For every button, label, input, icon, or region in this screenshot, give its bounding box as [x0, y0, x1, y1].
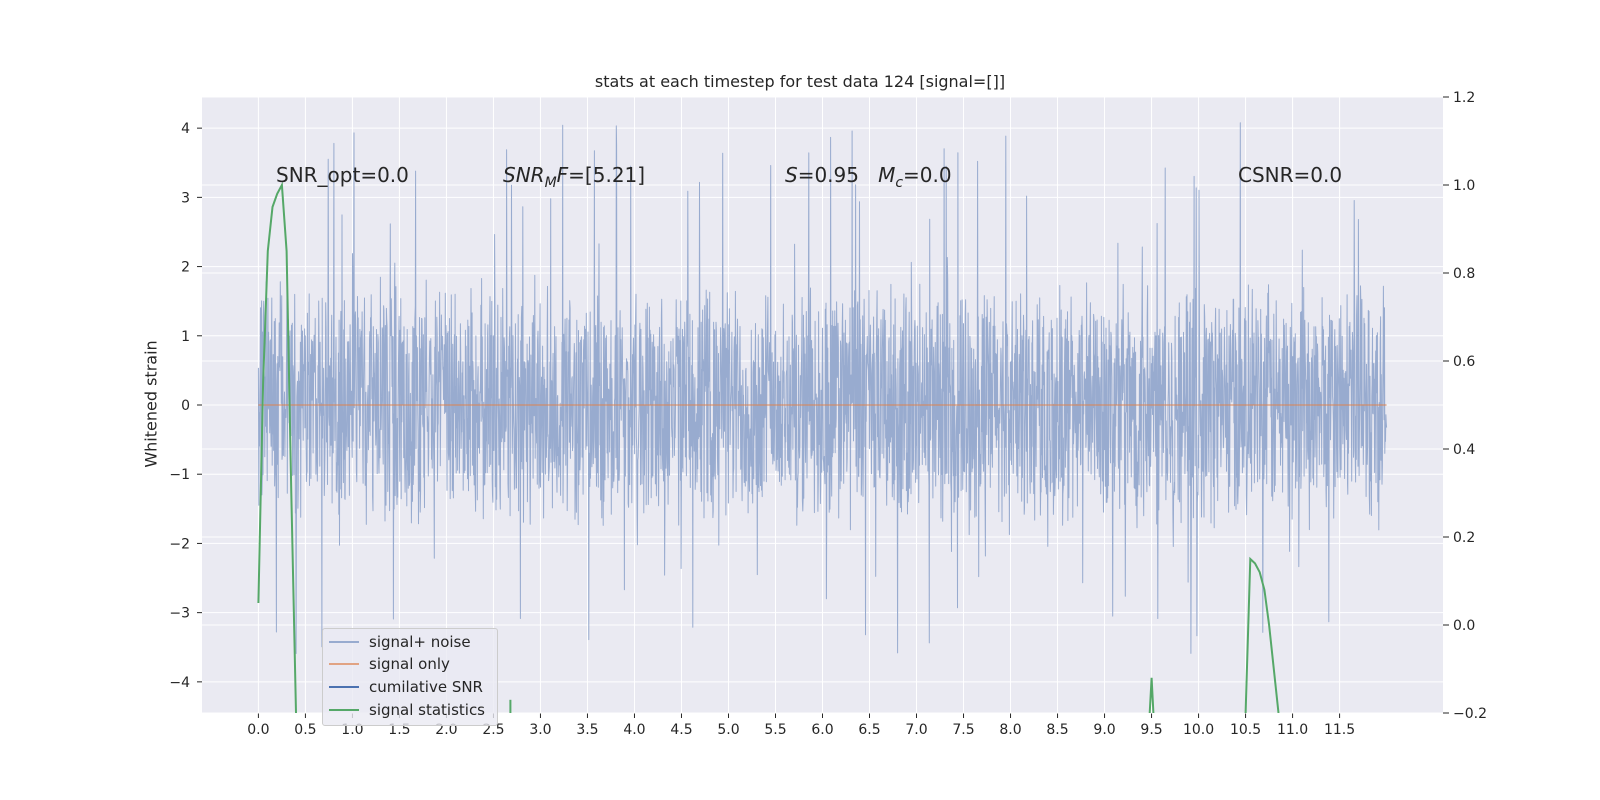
y-tick-label: −1	[169, 467, 190, 483]
legend-item-signal-only: signal only	[329, 654, 450, 674]
y-tick-label: 3	[181, 190, 190, 206]
y-tick-label: −2	[169, 536, 190, 552]
x-tick-label: 6.0	[811, 722, 833, 738]
y-tick-label: −3	[169, 606, 190, 622]
x-tick-label: 4.5	[670, 722, 692, 738]
legend-swatch-signal-only	[329, 663, 359, 665]
y-tick-label: 0	[181, 398, 190, 414]
x-tick-label: 2.0	[435, 722, 457, 738]
y2-tick-label: 0.4	[1453, 442, 1475, 458]
x-tick-label: 7.0	[905, 722, 927, 738]
annotation-csnr: CSNR=0.0	[1238, 163, 1343, 187]
chart-title: stats at each timestep for test data 124…	[594, 72, 1006, 91]
legend-swatch-signal-statistics	[329, 709, 359, 711]
y-tick-label: −4	[169, 675, 190, 691]
y2-tick-label: −0.2	[1453, 706, 1487, 722]
annotation-snr-opt: SNR_opt=0.0	[276, 163, 409, 187]
x-tick-label: 6.5	[858, 722, 880, 738]
annotation-snr-mf: SNRMF=[5.21]	[503, 163, 646, 191]
y-tick-label: 4	[181, 121, 190, 137]
x-tick-label: 1.5	[388, 722, 410, 738]
x-tick-label: 1.0	[341, 722, 363, 738]
x-tick-label: 9.0	[1093, 722, 1115, 738]
legend-swatch-signal-noise	[329, 641, 359, 643]
x-tick-label: 0.0	[247, 722, 269, 738]
x-tick-label: 7.5	[952, 722, 974, 738]
x-tick-label: 4.0	[623, 722, 645, 738]
x-tick-label: 5.0	[717, 722, 739, 738]
annotation-s-mc: S=0.95 Mc=0.0	[785, 163, 952, 191]
x-tick-label: 10.5	[1230, 722, 1261, 738]
x-tick-label: 0.5	[294, 722, 316, 738]
x-tick-label: 11.5	[1324, 722, 1355, 738]
x-tick-label: 8.0	[999, 722, 1021, 738]
legend-item-signal-noise: signal+ noise	[329, 632, 471, 652]
y2-tick-label: 1.2	[1453, 90, 1475, 106]
y2-tick-label: 0.0	[1453, 618, 1475, 634]
series-signal-noise-line	[257, 122, 1388, 654]
y2-tick-label: 1.0	[1453, 178, 1475, 194]
legend-label-cumulative-snr: cumilative SNR	[369, 678, 483, 696]
legend-label-signal-noise: signal+ noise	[369, 633, 471, 651]
x-tick-label: 5.5	[764, 722, 786, 738]
series-signal-statistics-segment-0	[257, 181, 297, 713]
y2-tick-label: 0.2	[1453, 530, 1475, 546]
legend: signal+ noise signal only cumilative SNR…	[322, 628, 498, 726]
legend-item-signal-statistics: signal statistics	[329, 700, 485, 720]
y2-tick-label: 0.6	[1453, 354, 1475, 370]
y-tick-label: 1	[181, 329, 190, 345]
legend-item-cumulative-snr: cumilative SNR	[329, 677, 483, 697]
x-tick-label: 11.0	[1277, 722, 1308, 738]
y2-tick-label: 0.8	[1453, 266, 1475, 282]
legend-swatch-cumulative-snr	[329, 686, 359, 688]
series-signal-statistics-segment-2	[1148, 677, 1155, 713]
x-tick-label: 9.5	[1140, 722, 1162, 738]
series-signal-statistics-segment-3	[1244, 556, 1280, 713]
x-tick-label: 3.0	[529, 722, 551, 738]
y-axis-label: Whitened strain	[141, 340, 161, 468]
x-tick-label: 2.5	[482, 722, 504, 738]
y-tick-label: 2	[181, 260, 190, 276]
x-tick-label: 10.0	[1183, 722, 1214, 738]
x-tick-label: 3.5	[576, 722, 598, 738]
x-tick-label: 8.5	[1046, 722, 1068, 738]
legend-label-signal-only: signal only	[369, 655, 450, 673]
legend-label-signal-statistics: signal statistics	[369, 701, 486, 719]
